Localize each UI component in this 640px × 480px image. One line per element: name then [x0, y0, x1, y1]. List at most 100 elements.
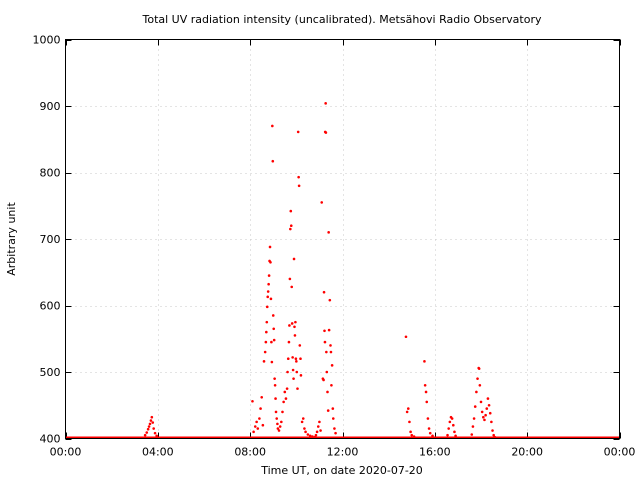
data-point [267, 282, 270, 286]
data-point [446, 433, 449, 437]
data-point [479, 400, 483, 404]
data-point [149, 419, 153, 422]
data-point [303, 427, 306, 430]
data-point [258, 417, 261, 420]
data-point [289, 227, 292, 231]
data-point [327, 231, 330, 234]
data-point [269, 260, 272, 264]
data-point [252, 430, 255, 434]
data-point [304, 430, 307, 434]
data-point [427, 427, 431, 430]
data-point [478, 384, 482, 387]
data-point [272, 327, 276, 331]
data-point [293, 325, 296, 329]
data-point [256, 427, 260, 430]
data-point [412, 435, 416, 438]
data-point [424, 390, 428, 394]
data-point [263, 350, 267, 354]
x-tick-label: 00:00 [50, 446, 82, 459]
x-tick-label: 12:00 [327, 446, 359, 459]
y-tick-label: 700 [40, 233, 61, 246]
data-point [484, 413, 487, 417]
data-point [148, 422, 152, 426]
data-point [295, 360, 298, 363]
data-point [410, 433, 414, 437]
data-point [274, 397, 277, 400]
data-point [300, 420, 304, 424]
data-point [285, 387, 289, 390]
data-point [450, 417, 454, 420]
x-tick-label: 20:00 [511, 446, 543, 459]
data-point [453, 430, 456, 434]
data-point [492, 433, 495, 437]
data-point [259, 407, 262, 410]
data-point [452, 423, 455, 427]
data-point [278, 425, 282, 428]
y-axis-label: Arbitrary unit [5, 202, 18, 276]
y-tick-label: 800 [40, 167, 61, 180]
data-point [273, 384, 277, 387]
data-point [276, 427, 280, 430]
data-point [431, 434, 434, 438]
data-point [319, 429, 322, 432]
data-point [291, 356, 294, 359]
data-point [322, 378, 325, 382]
data-point [311, 435, 314, 438]
data-point [314, 433, 318, 437]
data-point [447, 427, 450, 430]
y-tick-label: 500 [40, 366, 61, 379]
data-point [306, 433, 310, 436]
x-axis-label: Time UT, on date 2020-07-20 [260, 464, 423, 477]
data-point [277, 429, 281, 432]
data-point [327, 328, 331, 332]
data-point [296, 130, 300, 134]
y-tick-label: 400 [40, 433, 61, 446]
y-tick-label: 900 [40, 100, 61, 113]
data-point [405, 410, 409, 414]
data-point [253, 425, 257, 428]
x-tick-label: 00:00 [604, 446, 636, 459]
data-point [471, 425, 475, 428]
data-point [480, 410, 484, 414]
data-point [426, 417, 430, 420]
data-point [270, 340, 273, 344]
data-point [318, 420, 321, 424]
data-point [265, 320, 269, 324]
data-point [488, 411, 492, 415]
data-point [271, 314, 275, 317]
data-point [425, 400, 429, 404]
data-point [275, 417, 279, 420]
data-point [320, 201, 324, 204]
data-point [490, 420, 493, 424]
data-point [289, 224, 293, 227]
data-point [284, 397, 288, 400]
data-point [470, 433, 474, 436]
data-point [153, 431, 157, 435]
chart-title: Total UV radiation intensity (uncalibrat… [142, 13, 542, 26]
data-point [296, 387, 299, 390]
y-tick-label: 1000 [33, 34, 61, 47]
data-point [491, 429, 494, 432]
data-point [145, 431, 149, 434]
data-point [322, 290, 326, 294]
data-point [270, 360, 274, 364]
data-point [326, 390, 329, 394]
grid-lines [65, 39, 620, 439]
plot-frame [65, 39, 620, 439]
data-point [290, 285, 294, 289]
data-point [315, 430, 319, 434]
x-tick-label: 08:00 [234, 446, 266, 459]
data-point [273, 377, 276, 380]
data-point [297, 175, 300, 179]
data-point [290, 322, 294, 325]
data-point [283, 390, 287, 394]
data-point [261, 423, 265, 427]
data-point [280, 420, 283, 424]
data-point [331, 407, 335, 410]
data-point [493, 435, 497, 439]
data-point [299, 374, 303, 377]
data-point [293, 334, 297, 337]
data-point [291, 368, 295, 372]
data-point [271, 124, 274, 128]
